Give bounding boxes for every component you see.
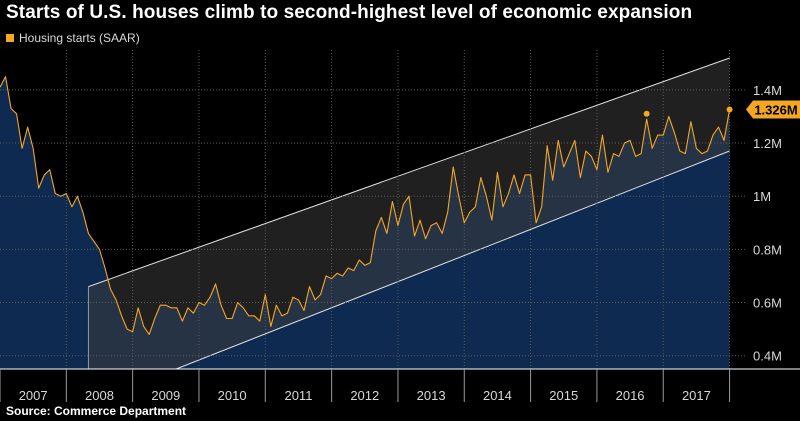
legend-swatch xyxy=(6,34,14,42)
x-tick-label: 2013 xyxy=(417,388,446,403)
last-value-label: 1.326M xyxy=(754,103,797,118)
last-value-callout xyxy=(746,100,800,119)
chart-title: Starts of U.S. houses climb to second-hi… xyxy=(6,2,693,23)
x-tick-label: 2014 xyxy=(483,388,512,403)
series-marker xyxy=(643,110,650,117)
y-tick-label: 1.2M xyxy=(753,136,782,151)
series-marker xyxy=(726,106,733,113)
x-tick-label: 2008 xyxy=(85,388,114,403)
x-tick-label: 2017 xyxy=(682,388,711,403)
x-tick-label: 2012 xyxy=(350,388,379,403)
y-tick-label: 1M xyxy=(753,189,771,204)
y-tick-label: 0.8M xyxy=(753,242,782,257)
x-tick-label: 2009 xyxy=(151,388,180,403)
series-line xyxy=(0,76,731,335)
y-tick-label: 0.6M xyxy=(753,296,782,311)
x-tick-label: 2007 xyxy=(19,388,48,403)
x-tick-label: 2011 xyxy=(284,388,312,403)
channel-upper-line xyxy=(88,57,730,288)
x-tick-label: 2010 xyxy=(218,388,247,403)
x-tick-label: 2015 xyxy=(549,388,578,403)
legend-label: Housing starts (SAAR) xyxy=(19,31,140,45)
y-tick-label: 0.4M xyxy=(753,349,782,364)
channel-lower-line xyxy=(175,150,730,370)
source-note: Source: Commerce Department xyxy=(6,404,187,418)
trend-channel xyxy=(88,57,730,369)
y-tick-label: 1.4M xyxy=(753,83,782,98)
legend: Housing starts (SAAR) xyxy=(6,31,140,45)
x-tick-label: 2016 xyxy=(616,388,645,403)
